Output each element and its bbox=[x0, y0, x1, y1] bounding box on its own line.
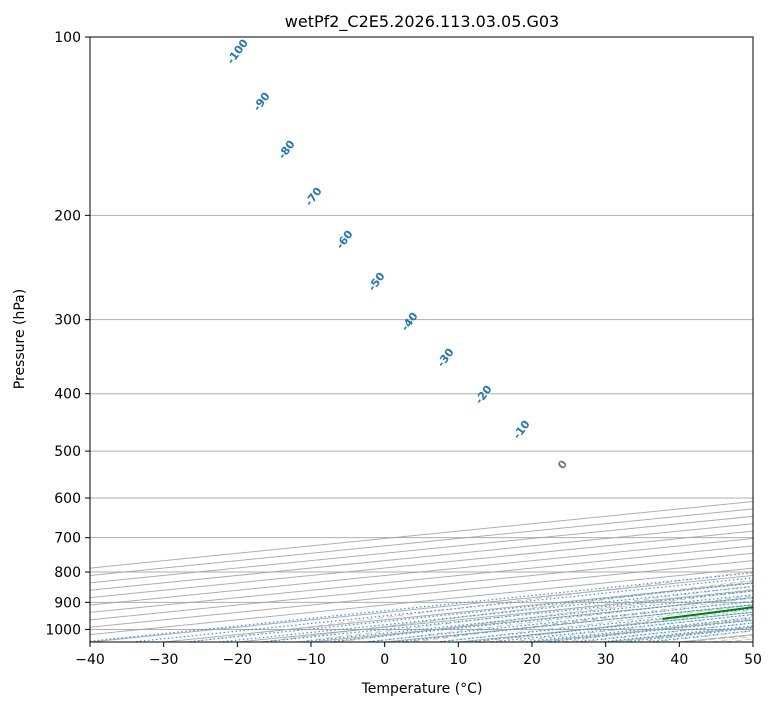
x-tick-label: 20 bbox=[523, 652, 541, 668]
chart-title: wetPf2_C2E5.2026.113.03.05.G03 bbox=[285, 12, 559, 32]
isotherm-line bbox=[90, 523, 753, 591]
isotherm-line bbox=[752, 641, 753, 642]
y-tick-label: 1000 bbox=[45, 622, 81, 638]
isotherm-line bbox=[237, 589, 753, 642]
isotherm-line bbox=[90, 545, 753, 613]
y-tick-label: 300 bbox=[54, 313, 81, 329]
isotherm-line bbox=[90, 552, 753, 621]
y-tick-label: 500 bbox=[54, 444, 81, 460]
mixing-ratio-line bbox=[131, 577, 753, 642]
moist-adiabat-line bbox=[367, 595, 753, 642]
isotherm-label: -70 bbox=[302, 185, 324, 209]
moist-adiabat-line bbox=[544, 618, 753, 642]
dry-adiabat-line bbox=[711, 635, 753, 642]
moist-adiabat-line bbox=[260, 580, 753, 642]
axes-frame bbox=[89, 36, 754, 643]
axes: −40 −30 −20 −10 0 10 20 30 40 50 100 200 300 400 500 60… bbox=[45, 30, 762, 668]
y-tick-label: 100 bbox=[54, 30, 81, 46]
mixing-ratio-lines bbox=[90, 572, 753, 642]
moist-adiabat-line bbox=[725, 638, 753, 642]
dry-adiabat-line bbox=[636, 626, 753, 642]
x-tick-label: 30 bbox=[597, 652, 615, 668]
x-tick-label: −30 bbox=[149, 652, 179, 668]
profile-series bbox=[662, 606, 753, 620]
isotherm-line bbox=[605, 626, 753, 642]
isotherm-line bbox=[90, 560, 753, 628]
isotherm-label: -10 bbox=[510, 418, 532, 442]
isotherm-line bbox=[90, 574, 753, 642]
isotherm-line bbox=[458, 611, 753, 642]
isotherm-line bbox=[310, 597, 753, 642]
moist-adiabat-line bbox=[580, 622, 753, 642]
dewpoint-line bbox=[662, 606, 753, 620]
x-tick-label: 50 bbox=[744, 652, 762, 668]
mixing-ratio-line bbox=[492, 614, 753, 642]
dry-adiabat-line bbox=[338, 588, 753, 642]
mixing-ratio-line bbox=[522, 617, 753, 642]
y-axis-label: Pressure (hPa) bbox=[12, 289, 28, 389]
isotherm-line bbox=[384, 604, 753, 642]
y-tick-label: 800 bbox=[54, 565, 81, 581]
isotherm-label: -20 bbox=[472, 383, 494, 407]
moist-adiabat-line bbox=[652, 630, 753, 642]
x-tick-label: −40 bbox=[75, 652, 105, 668]
isotherms bbox=[90, 501, 753, 642]
isotherm-line bbox=[679, 634, 753, 642]
isotherm-label: -90 bbox=[250, 90, 272, 114]
x-tick-label: 0 bbox=[380, 652, 389, 668]
y-tick-label: 900 bbox=[54, 595, 81, 611]
isotherm-label: -40 bbox=[398, 310, 420, 334]
isotherm-label: -30 bbox=[434, 346, 456, 370]
isotherm-label: 0 bbox=[555, 457, 570, 471]
isotherm-line bbox=[90, 530, 753, 599]
y-tick-label: 700 bbox=[54, 531, 81, 547]
x-axis-label: Temperature (°C) bbox=[361, 681, 483, 697]
x-tick-label: −20 bbox=[223, 652, 253, 668]
isotherm-line bbox=[90, 537, 753, 606]
y-tick-label: 400 bbox=[54, 387, 81, 403]
isotherm-label: -60 bbox=[333, 228, 355, 252]
isotherm-line bbox=[531, 619, 753, 642]
y-tick-label: 600 bbox=[54, 491, 81, 507]
isotherm-line bbox=[90, 501, 753, 569]
isotherm-line bbox=[90, 567, 753, 636]
isotherm-label: -50 bbox=[365, 270, 387, 294]
isotherm-label: -80 bbox=[275, 138, 297, 162]
isotherm-label: -100 bbox=[224, 36, 251, 66]
plot-area bbox=[90, 37, 753, 642]
moist-adiabats bbox=[260, 580, 753, 642]
x-tick-label: 10 bbox=[449, 652, 467, 668]
moist-adiabat-line bbox=[403, 600, 753, 642]
isotherm-line bbox=[90, 515, 753, 584]
moist-adiabat-line bbox=[438, 604, 753, 642]
mixing-ratio-line bbox=[185, 582, 753, 642]
dry-adiabat-line bbox=[412, 597, 753, 642]
dry-adiabat-line bbox=[487, 606, 753, 642]
mixing-ratio-line bbox=[90, 572, 753, 642]
isotherm-line bbox=[90, 508, 753, 576]
x-tick-label: 40 bbox=[670, 652, 688, 668]
mixing-ratio-line bbox=[467, 611, 753, 642]
y-tick-label: 200 bbox=[54, 208, 81, 224]
x-tick-label: −10 bbox=[296, 652, 326, 668]
dry-adiabat-line bbox=[562, 616, 753, 642]
